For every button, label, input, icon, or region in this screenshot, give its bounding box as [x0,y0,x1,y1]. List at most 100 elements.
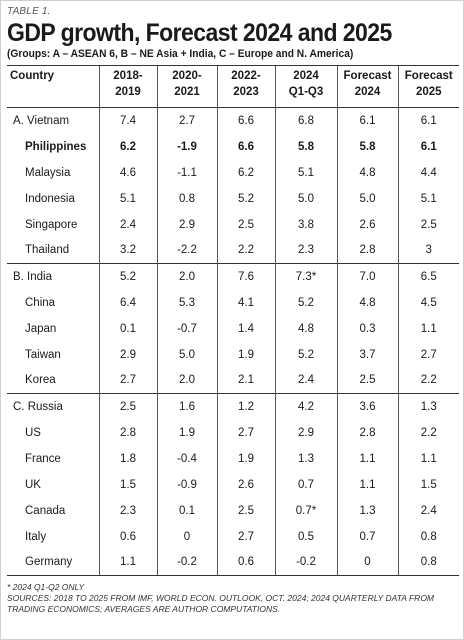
table-header: Country 2018- 2019 2020- 2021 2022- 2023… [7,65,459,108]
cell-2022-2023: 6.2 [216,159,275,186]
cell-2020-2021: 0.1 [156,497,217,524]
header-forecast-2025-line1: Forecast [404,70,453,82]
cell-2022-2023: 2.7 [216,419,275,446]
cell-2022-2023: 1.9 [216,341,275,368]
cell-2020-2021: 2.0 [156,367,217,394]
cell-forecast-2024: 7.0 [336,263,398,290]
cell-2024-q1-q3: 5.1 [274,159,337,186]
cell-2018-2019: 7.4 [98,107,157,134]
table-row-france: France 1.8 -0.4 1.9 1.3 1.1 1.1 [7,445,459,472]
cell-forecast-2025: 4.5 [397,289,459,316]
cell-forecast-2024: 4.8 [336,159,398,186]
cell-2024-q1-q3: 0.7 [274,471,337,498]
cell-2024-q1-q3: 3.8 [274,211,337,238]
table-row-russia: C. Russia 2.5 1.6 1.2 4.2 3.6 1.3 [7,393,459,420]
cell-forecast-2024: 5.0 [336,185,398,212]
cell-2024-q1-q3: 6.8 [274,107,337,134]
cell-2018-2019: 2.8 [98,419,157,446]
header-forecast-2024: Forecast 2024 [336,65,398,108]
table-row-germany: Germany 1.1 -0.2 0.6 -0.2 0 0.8 [7,549,459,576]
cell-forecast-2024: 2.8 [336,237,398,264]
cell-2018-2019: 5.2 [98,263,157,290]
row-country: Canada [25,504,66,517]
cell-2022-2023: 4.1 [216,289,275,316]
cell-2020-2021: 1.9 [156,419,217,446]
cell-2018-2019: 1.5 [98,471,157,498]
cell-2022-2023: 1.2 [216,393,275,420]
cell-2024-q1-q3: 1.3 [274,445,337,472]
cell-forecast-2025: 6.1 [397,133,459,160]
table-row-uk: UK 1.5 -0.9 2.6 0.7 1.1 1.5 [7,471,459,498]
cell-forecast-2025: 6.5 [397,263,459,290]
cell-2024-q1-q3: 0.7* [274,497,337,524]
cell-forecast-2025: 2.5 [397,211,459,238]
row-country: C. Russia [7,393,99,420]
cell-2024-q1-q3: 7.3* [274,263,337,290]
cell-2018-2019: 2.7 [98,367,157,394]
table-row-us: US 2.8 1.9 2.7 2.9 2.8 2.2 [7,419,459,446]
cell-2018-2019: 2.3 [98,497,157,524]
cell-2024-q1-q3: 2.9 [274,419,337,446]
footnote-sources: Sources: 2018 to 2025 from IMF, World Ec… [7,593,435,614]
table-body: A. Vietnam 7.4 2.7 6.6 6.8 6.1 6.1 Phili… [7,107,459,576]
row-country: Thailand [25,244,70,257]
cell-forecast-2024: 6.1 [336,107,398,134]
cell-2020-2021: 0 [156,523,217,550]
table-row-singapore: Singapore 2.4 2.9 2.5 3.8 2.6 2.5 [7,211,459,238]
cell-2018-2019: 0.1 [98,315,157,342]
table-row-taiwan: Taiwan 2.9 5.0 1.9 5.2 3.7 2.7 [7,341,459,368]
row-country: Germany [7,549,99,576]
header-2024-q1-q3: 2024 Q1-Q3 [274,65,337,108]
cell-forecast-2025: 0.8 [397,523,459,550]
cell-2020-2021: -0.4 [156,445,217,472]
header-forecast-2024-line2: 2024 [354,86,381,98]
header-2020-2021-line1: 2020- [172,70,202,82]
row-country: UK [25,478,41,491]
row-country: China [25,296,56,309]
table-label: TABLE 1. [7,6,51,17]
header-2024-q1-q3-line2: Q1-Q3 [288,86,324,98]
cell-forecast-2025: 2.2 [397,367,459,394]
cell-2020-2021: 5.3 [156,289,217,316]
row-country: A. Vietnam [13,114,70,127]
cell-forecast-2025: 2.7 [397,341,459,368]
cell-forecast-2024: 1.3 [336,497,398,524]
cell-2018-2019: 1.8 [98,445,157,472]
cell-forecast-2025: 0.8 [397,549,459,576]
cell-forecast-2024: 4.8 [336,289,398,316]
cell-2024-q1-q3: 5.2 [274,341,337,368]
cell-2024-q1-q3: 2.4 [274,367,337,394]
row-country: Malaysia [25,166,71,179]
cell-forecast-2024: 3.6 [336,393,398,420]
row-country: Italy [25,530,47,543]
cell-2022-2023: 5.2 [216,185,275,212]
cell-2018-2019: 4.6 [98,159,157,186]
cell-2024-q1-q3: 4.8 [274,315,337,342]
row-country: Singapore [25,218,78,231]
table-row-korea: Korea 2.7 2.0 2.1 2.4 2.5 2.2 [7,367,459,394]
cell-2018-2019: 1.1 [98,549,157,576]
cell-2020-2021: 2.0 [156,263,217,290]
cell-forecast-2025: 6.1 [397,107,459,134]
cell-forecast-2025: 4.4 [397,159,459,186]
header-2022-2023: 2022- 2023 [216,65,275,108]
cell-2020-2021: 5.0 [156,341,217,368]
table-row-thailand: Thailand 3.2 -2.2 2.2 2.3 2.8 3 [7,237,459,264]
cell-2024-q1-q3: -0.2 [274,549,337,576]
row-country: Korea [25,374,56,387]
cell-2022-2023: 2.2 [216,237,275,264]
cell-2022-2023: 1.9 [216,445,275,472]
cell-2022-2023: 2.7 [216,523,275,550]
cell-2024-q1-q3: 0.5 [274,523,337,550]
row-country: US [25,426,41,439]
table-row-italy: Italy 0.6 0 2.7 0.5 0.7 0.8 [7,523,459,550]
cell-2020-2021: -0.9 [156,471,217,498]
cell-2018-2019: 6.2 [98,133,157,160]
cell-forecast-2024: 0.7 [336,523,398,550]
table-row-malaysia: Malaysia 4.6 -1.1 6.2 5.1 4.8 4.4 [7,159,459,186]
cell-2018-2019: 2.9 [98,341,157,368]
table-row-philippines: Philippines 6.2 -1.9 6.6 5.8 5.8 6.1 [7,133,459,160]
header-2022-2023-line1: 2022- [231,70,261,82]
header-2018-2019: 2018- 2019 [98,65,157,108]
cell-2024-q1-q3: 5.8 [274,133,337,160]
